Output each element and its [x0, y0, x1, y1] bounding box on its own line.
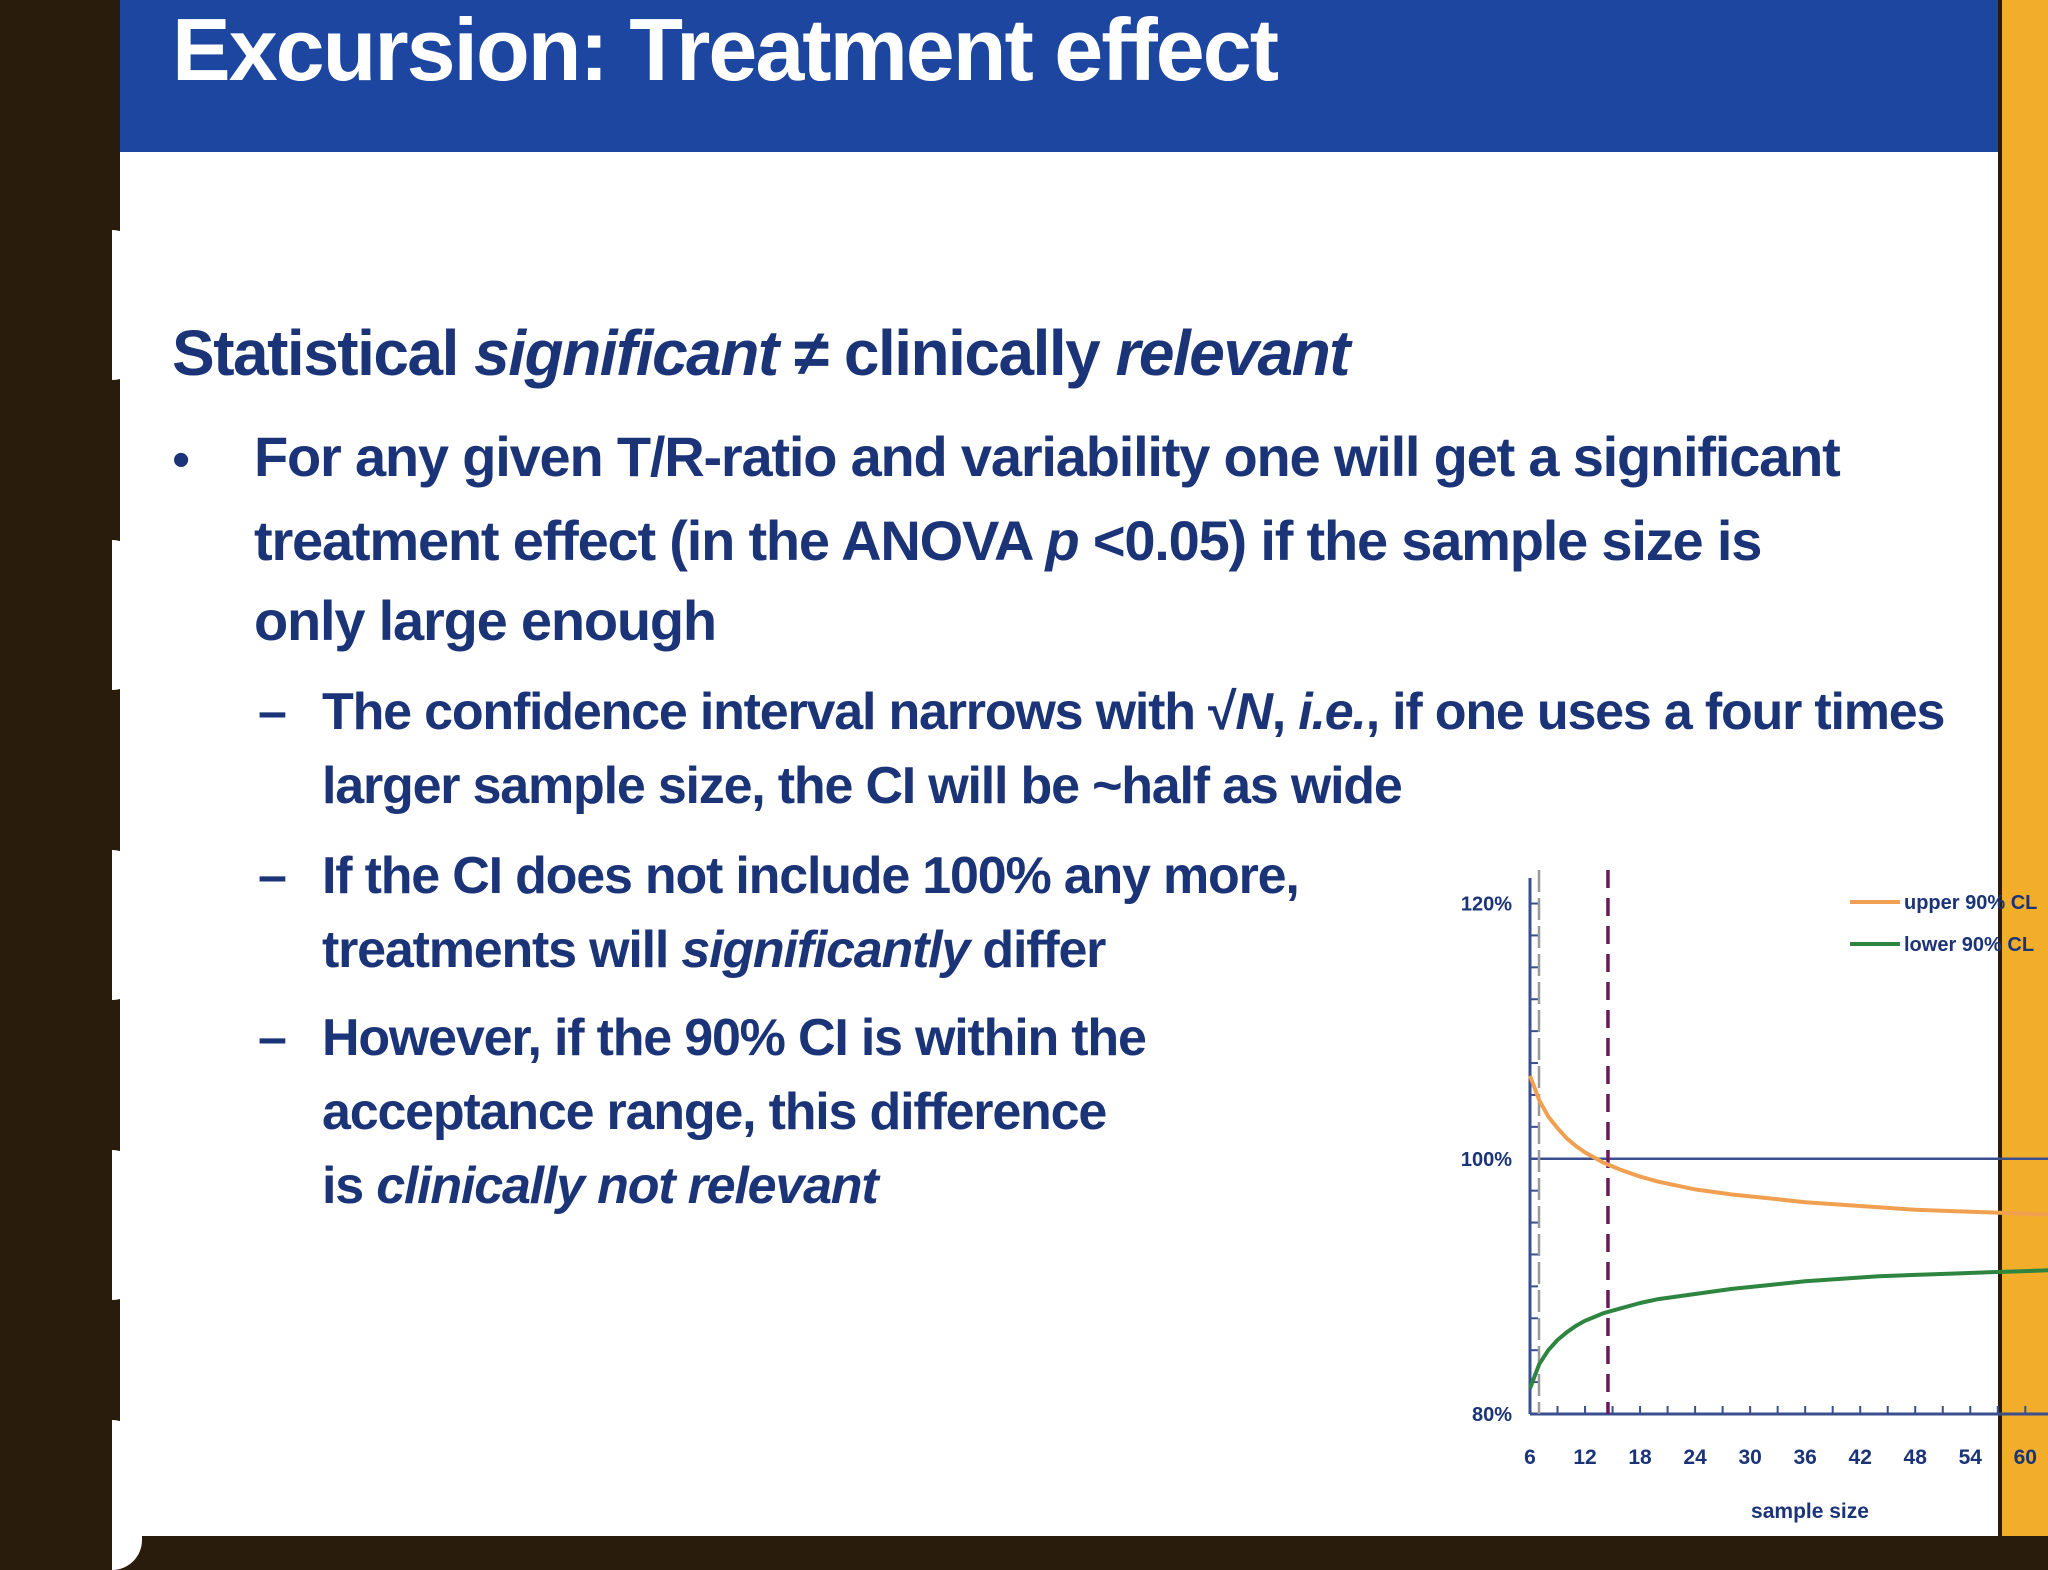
subbullet-emphasis: clinically not relevant	[376, 1157, 878, 1215]
x-tick-label: 6	[1524, 1446, 1536, 1469]
subbullet-marker: –	[258, 1009, 287, 1067]
bullet-line: For any given T/R-ratio and variability …	[254, 425, 1841, 488]
x-tick-label: 12	[1573, 1446, 1596, 1469]
subbullet-line: If the CI does not include 100% any more…	[322, 847, 1300, 905]
heading-text: Statistical	[172, 317, 475, 389]
slide: Excursion: Treatment effect Statistical …	[120, 0, 2048, 1536]
subbullet-text: differ	[969, 921, 1106, 979]
y-tick-label: 100%	[1461, 1149, 1512, 1171]
subbullet-emphasis: i.e.	[1298, 683, 1367, 741]
subbullet-marker: –	[258, 683, 287, 741]
bullet-text: treatment effect (in the ANOVA	[254, 509, 1046, 572]
bullet-text: <0.05) if the sample size is	[1078, 509, 1763, 572]
subbullet-marker: –	[258, 847, 287, 905]
x-tick-label: 54	[1959, 1446, 1983, 1469]
title-bar: Excursion: Treatment effect	[120, 0, 1998, 152]
heading-text: ≠ clinically	[777, 317, 1116, 389]
subbullet-emphasis: N	[1235, 683, 1273, 741]
x-tick-label: 48	[1904, 1446, 1928, 1469]
x-tick-label: 24	[1683, 1446, 1707, 1469]
subbullet-text: ,	[1271, 683, 1299, 741]
upper-cl-line	[1528, 1075, 2048, 1217]
y-tick-label: 120%	[1461, 894, 1512, 916]
subbullet-line: is clinically not relevant	[322, 1156, 879, 1216]
x-tick-label: 18	[1628, 1446, 1652, 1469]
subbullet-emphasis: significantly	[681, 921, 970, 979]
subbullet-text: is	[322, 1157, 377, 1215]
subbullet-line: However, if the 90% CI is within the	[322, 1009, 1147, 1067]
legend-label: upper 90% CL	[1904, 892, 2037, 914]
x-tick-label: 30	[1738, 1446, 1761, 1469]
subbullet-line: acceptance range, this difference	[322, 1083, 1107, 1141]
bullet-line: only large enough	[254, 589, 717, 652]
slide-heading: Statistical significant ≠ clinically rel…	[172, 316, 1351, 390]
subbullet-line: The confidence interval narrows with √N,…	[322, 682, 1946, 742]
subbullet-text: , if one uses a four times	[1365, 683, 1946, 741]
bullet-line: treatment effect (in the ANOVA p <0.05) …	[254, 508, 1763, 573]
heading-emphasis: relevant	[1115, 317, 1351, 389]
heading-emphasis: significant	[474, 317, 779, 389]
legend-label: lower 90% CL	[1904, 934, 2034, 956]
right-accent-bar	[2002, 0, 2048, 1536]
x-tick-label: 42	[1849, 1446, 1872, 1469]
left-dark-frame	[0, 0, 120, 1536]
y-tick-label: 80%	[1472, 1404, 1512, 1426]
subbullet-text: treatments will	[322, 921, 682, 979]
subbullet-line: larger sample size, the CI will be ~half…	[322, 757, 1403, 815]
x-axis-label: sample size	[1751, 1500, 1869, 1523]
x-tick-label: 36	[1793, 1446, 1816, 1469]
lower-cl-line	[1528, 1268, 2048, 1390]
subbullet-text: The confidence interval narrows with √	[322, 683, 1237, 741]
subbullet-line: treatments will significantly differ	[322, 920, 1106, 980]
slide-title: Excursion: Treatment effect	[172, 0, 1279, 99]
bullet-emphasis: p	[1045, 509, 1079, 572]
x-tick-label: 60	[2014, 1446, 2037, 1469]
ci-chart: 80% 100% 120% 6 12 18 24 30 36 42 48 54 60 sample siz…	[1461, 870, 2048, 1523]
bullet-marker: •	[172, 431, 191, 489]
